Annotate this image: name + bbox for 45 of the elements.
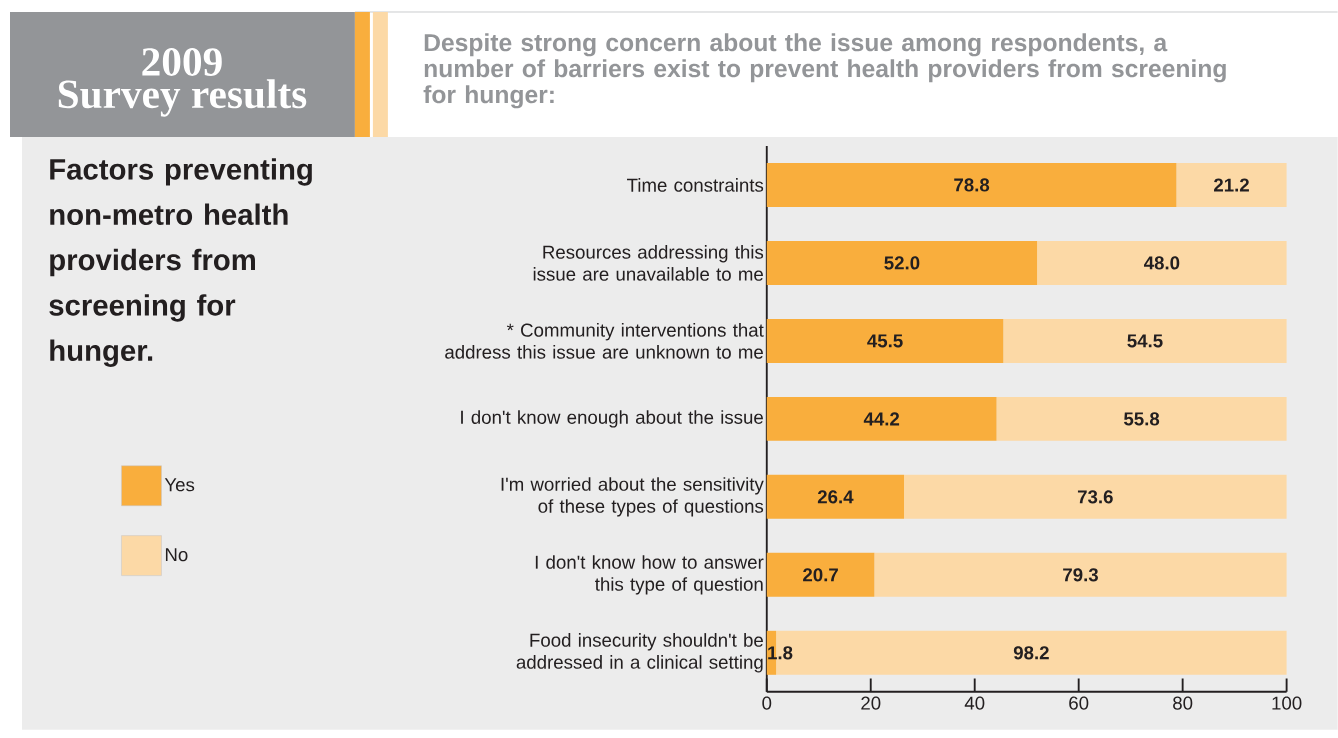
- x-tick-label: 20: [861, 696, 881, 710]
- bar: [766, 241, 1038, 286]
- data-label: 48.0: [1143, 256, 1180, 270]
- data-label: 79.3: [1063, 568, 1098, 582]
- y-tick-label: * Community interventions that address this issue are unknown to me: [445, 323, 764, 359]
- data-label: 98.2: [1013, 646, 1049, 660]
- data-label: 55.8: [1123, 412, 1160, 426]
- text: Survey results: [58, 79, 307, 117]
- bar: [766, 319, 1004, 364]
- data-label: 26.4: [817, 490, 854, 504]
- bar: [996, 397, 1287, 441]
- bar: [874, 552, 1287, 597]
- bar: [766, 474, 905, 519]
- data-label: 78.8: [954, 178, 990, 192]
- y-tick-label: Resources addressing this issue are unavailable to me: [533, 245, 764, 281]
- legend-label: No: [165, 548, 188, 562]
- x-tick-label: 40: [964, 696, 985, 710]
- data-label: 20.7: [803, 568, 838, 582]
- y-tick-label: I'm worried about the sensitivity of these types of questions: [501, 477, 764, 517]
- x-tick-label: 0: [762, 696, 772, 710]
- data-label: 73.6: [1077, 490, 1113, 504]
- data-label: 52.0: [884, 256, 920, 270]
- data-label: 45.5: [867, 334, 903, 348]
- text: Factors preventing non-metro health providers from screening for hunger.: [49, 158, 312, 368]
- bar: [1003, 319, 1287, 364]
- bar: [904, 474, 1287, 519]
- x-tick-label: 100: [1272, 696, 1302, 710]
- bar: [766, 163, 1177, 208]
- data-label: 21.2: [1214, 178, 1249, 192]
- bar: [1176, 163, 1287, 208]
- y-tick-label: I don't know how to answer this type of question: [535, 555, 764, 595]
- bar: [766, 397, 997, 441]
- text: 2009: [142, 48, 222, 77]
- data-label: 1.8: [768, 646, 793, 660]
- y-tick-label: Food insecurity shouldn't be addressed in a clinical setting: [516, 633, 763, 673]
- data-label: 54.5: [1127, 334, 1163, 348]
- y-tick-label: Time constraints: [627, 178, 764, 192]
- x-tick-label: 80: [1173, 696, 1193, 710]
- bar: [766, 552, 875, 597]
- x-tick-label: 60: [1069, 696, 1089, 710]
- data-label: 44.2: [863, 412, 900, 426]
- bar: [1037, 241, 1287, 286]
- chart-subtitle: Despite strong concern about the issue among respondents, a number of barriers exist to prevent health providers from screening for hunger:: [423, 33, 1226, 109]
- y-tick-label: I don't know enough about the issue: [461, 410, 763, 428]
- legend-label: Yes: [164, 478, 195, 492]
